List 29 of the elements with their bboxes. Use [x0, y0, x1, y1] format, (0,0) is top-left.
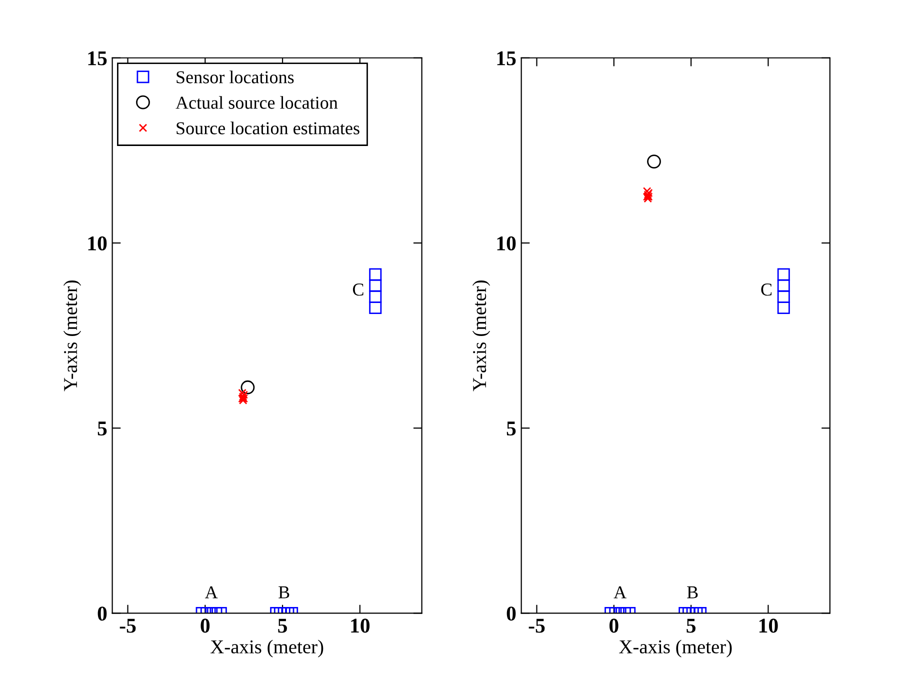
legend-label: Source location estimates — [176, 122, 360, 134]
x-tick-label: -5 — [528, 618, 545, 633]
annotation: C — [761, 284, 772, 296]
x-tick-label: 10 — [351, 618, 370, 633]
annotation: A — [205, 586, 218, 598]
x-axis-title: X-axis (meter) — [619, 640, 732, 658]
y-tick-label: 10 — [88, 236, 107, 250]
x-tick-label: 0 — [200, 618, 210, 633]
y-tick-label: 5 — [506, 422, 516, 436]
x-tick-label: -5 — [120, 618, 136, 633]
y-axis-title: Y-axis (meter) — [472, 280, 490, 392]
annotation: B — [687, 586, 698, 598]
legend-label: Sensor locations — [176, 70, 294, 84]
x-tick-label: 5 — [278, 618, 287, 633]
legend-label: Actual source location — [176, 96, 338, 109]
y-tick-label: 5 — [98, 422, 107, 436]
y-tick-label: 0 — [506, 606, 516, 621]
y-tick-label: 15 — [88, 51, 107, 66]
annotation: A — [614, 586, 626, 598]
y-tick-label: 0 — [98, 606, 107, 621]
x-tick-label: 10 — [759, 618, 778, 633]
annotation: B — [278, 586, 290, 598]
y-tick-label: 10 — [497, 236, 516, 250]
y-axis-title: Y-axis (meter) — [63, 280, 82, 392]
x-tick-label: 5 — [686, 618, 696, 633]
x-tick-label: 0 — [609, 618, 618, 633]
x-axis-title: X-axis (meter) — [210, 640, 324, 658]
annotation: C — [352, 284, 364, 296]
y-tick-label: 15 — [497, 51, 516, 66]
